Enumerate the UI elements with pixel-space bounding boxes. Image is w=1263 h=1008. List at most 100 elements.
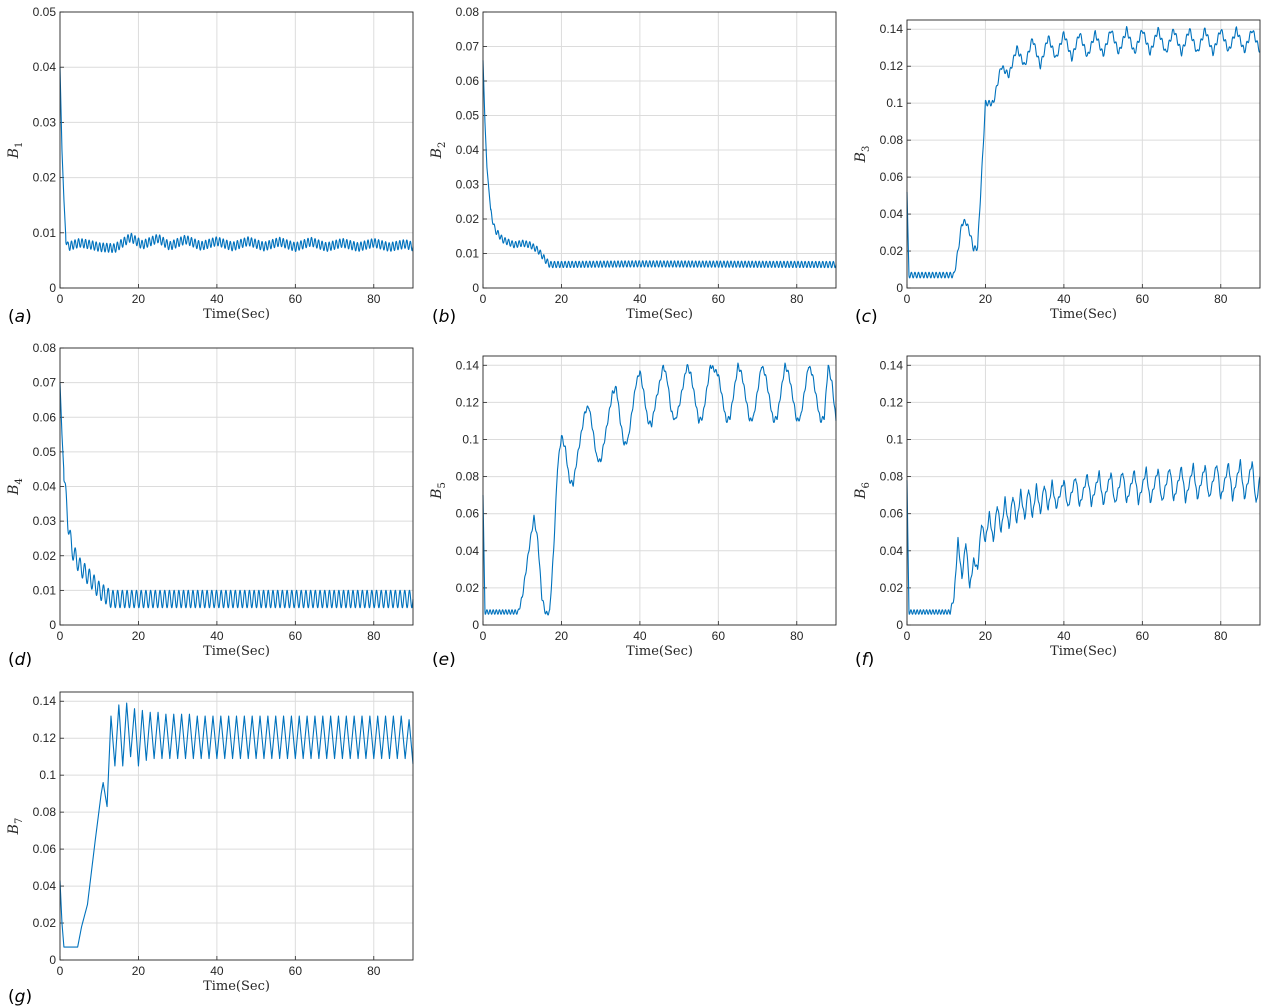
y-axis-label: B1 xyxy=(6,142,25,160)
x-tick-label: 80 xyxy=(367,292,381,306)
y-tick-label: 0.05 xyxy=(33,5,57,19)
x-tick-label: 80 xyxy=(790,292,804,306)
series-line xyxy=(906,458,1261,615)
x-tick-label: 60 xyxy=(1136,292,1150,306)
axes-box xyxy=(59,11,414,289)
y-tick-label: 0.06 xyxy=(880,507,904,521)
y-tick-label: 0.06 xyxy=(456,74,480,88)
y-tick-label: 0.08 xyxy=(880,470,904,484)
x-tick-label: 60 xyxy=(712,292,726,306)
y-axis-label: B2 xyxy=(429,142,448,160)
x-tick-label: 60 xyxy=(289,964,303,978)
x-axis-label: Time(Sec) xyxy=(1050,307,1117,322)
panel-label: (d) xyxy=(8,650,32,670)
y-tick-label: 0.05 xyxy=(456,109,480,123)
panel-label: (g) xyxy=(8,987,32,1007)
x-tick-label: 80 xyxy=(367,629,381,643)
panel-label: (f) xyxy=(855,650,874,670)
y-tick-label: 0.1 xyxy=(39,768,56,782)
x-tick-label: 40 xyxy=(633,292,647,306)
y-tick-label: 0.12 xyxy=(456,395,480,409)
x-tick-label: 40 xyxy=(633,629,647,643)
x-tick-label: 20 xyxy=(132,292,146,306)
x-tick-label: 0 xyxy=(904,292,911,306)
y-tick-label: 0.02 xyxy=(33,549,57,563)
y-tick-label: 0.04 xyxy=(880,544,904,558)
x-tick-label: 20 xyxy=(979,629,993,643)
series-line xyxy=(482,60,837,269)
x-tick-label: 80 xyxy=(1214,292,1228,306)
x-tick-label: 20 xyxy=(979,292,993,306)
series-line xyxy=(59,382,414,609)
x-axis-label: Time(Sec) xyxy=(203,644,270,659)
y-axis-label: B4 xyxy=(6,478,25,496)
y-tick-label: 0 xyxy=(49,953,56,967)
axes-box xyxy=(482,355,837,626)
panel-1: 0 20 40 60 80 0 0.01 0.02 0.03 0.04 0.05 Time(Sec) B… xyxy=(6,5,414,327)
y-tick-label: 0.02 xyxy=(456,212,480,226)
y-tick-label: 0 xyxy=(49,281,56,295)
x-tick-label: 80 xyxy=(367,964,381,978)
axes-box xyxy=(906,19,1261,289)
y-tick-label: 0.04 xyxy=(456,143,480,157)
x-axis-label: Time(Sec) xyxy=(203,979,270,994)
series-line xyxy=(59,67,414,253)
y-tick-label: 0 xyxy=(472,618,479,632)
x-tick-label: 40 xyxy=(210,629,224,643)
x-tick-label: 0 xyxy=(57,292,64,306)
y-tick-label: 0.03 xyxy=(33,514,57,528)
x-tick-label: 40 xyxy=(1057,292,1071,306)
x-tick-label: 20 xyxy=(555,629,569,643)
y-tick-label: 0.08 xyxy=(880,133,904,147)
x-tick-label: 0 xyxy=(57,629,64,643)
y-tick-label: 0.04 xyxy=(33,60,57,74)
x-axis-label: Time(Sec) xyxy=(626,307,693,322)
panel-label: (a) xyxy=(8,307,32,327)
y-tick-label: 0.01 xyxy=(33,583,57,597)
y-tick-label: 0.08 xyxy=(456,5,480,19)
x-axis-label: Time(Sec) xyxy=(1050,644,1117,659)
x-tick-label: 40 xyxy=(1057,629,1071,643)
y-tick-label: 0.1 xyxy=(462,432,479,446)
y-tick-label: 0 xyxy=(49,618,56,632)
plot-area xyxy=(907,20,1260,288)
y-tick-label: 0.14 xyxy=(456,358,480,372)
y-tick-label: 0.04 xyxy=(33,480,57,494)
y-tick-label: 0 xyxy=(896,618,903,632)
y-tick-label: 0.06 xyxy=(33,842,57,856)
axes-box xyxy=(59,691,414,961)
y-tick-label: 0.14 xyxy=(33,694,57,708)
y-tick-label: 0.12 xyxy=(33,731,57,745)
plot-area xyxy=(483,356,836,625)
y-tick-label: 0.02 xyxy=(880,581,904,595)
y-axis-label: B6 xyxy=(853,482,872,500)
panel-3: 0 20 40 60 80 0 0.02 0.04 0.06 0.08 0.1 0.12 0.14 Tim… xyxy=(853,19,1261,327)
x-axis-label: Time(Sec) xyxy=(203,307,270,322)
panel-6: 0 20 40 60 80 0 0.02 0.04 0.06 0.08 0.1 0.12 0.14 Tim… xyxy=(853,355,1261,670)
x-tick-label: 60 xyxy=(712,629,726,643)
panel-label: (e) xyxy=(432,650,456,670)
y-tick-label: 0.02 xyxy=(33,916,57,930)
y-tick-label: 0.12 xyxy=(880,395,904,409)
y-tick-label: 0.06 xyxy=(456,507,480,521)
y-tick-label: 0 xyxy=(896,281,903,295)
y-tick-label: 0.02 xyxy=(33,171,57,185)
series-line xyxy=(482,362,837,616)
x-tick-label: 60 xyxy=(289,629,303,643)
y-tick-label: 0.03 xyxy=(33,115,57,129)
axes-box xyxy=(482,11,837,289)
panel-7: 0 20 40 60 80 0 0.02 0.04 0.06 0.08 0.1 0.12 0.14 Tim… xyxy=(6,691,414,1007)
x-tick-label: 40 xyxy=(210,292,224,306)
x-axis-label: Time(Sec) xyxy=(626,644,693,659)
x-tick-label: 0 xyxy=(904,629,911,643)
x-tick-label: 60 xyxy=(289,292,303,306)
y-tick-label: 0.1 xyxy=(886,96,903,110)
y-tick-label: 0.01 xyxy=(456,247,480,261)
y-axis-label: B5 xyxy=(429,482,448,500)
y-tick-label: 0.02 xyxy=(880,244,904,258)
y-tick-label: 0.04 xyxy=(456,544,480,558)
axes-box xyxy=(59,347,414,626)
x-tick-label: 60 xyxy=(1136,629,1150,643)
y-tick-label: 0.01 xyxy=(33,226,57,240)
y-tick-label: 0.08 xyxy=(456,470,480,484)
